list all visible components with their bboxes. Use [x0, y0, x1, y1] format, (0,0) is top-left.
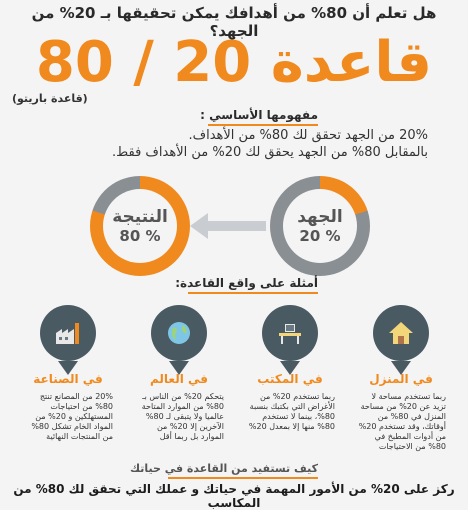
- pin-tip: [58, 361, 78, 375]
- result-label: النتيجة: [112, 207, 168, 227]
- house-icon: [389, 322, 413, 344]
- rule-title: قاعدة 20 / 80: [35, 30, 433, 95]
- example-industry-label: في الصناعة: [33, 372, 103, 386]
- pin: [262, 305, 318, 361]
- effort-ring-center: الجهد 20 %: [283, 189, 357, 263]
- example-world-label: في العالم: [150, 372, 208, 386]
- pin-tip: [280, 361, 300, 375]
- examples-heading: أمثلة على واقع القاعدة:: [175, 276, 318, 290]
- desk-icon: [279, 324, 301, 344]
- example-industry-text: 20% من المصانع تنتج 80% من احتياجات المس…: [31, 392, 113, 441]
- effort-label: الجهد: [297, 207, 343, 227]
- pin: [40, 305, 96, 361]
- concept-heading: مفهومها الأساسي :: [200, 108, 318, 122]
- top-question: هل تعلم أن 80% من أهدافك يمكن تحقيقها بـ…: [31, 4, 437, 40]
- example-world: [151, 305, 207, 375]
- pin: [151, 305, 207, 361]
- example-world-text: يتحكم 20% من الناس بـ 80% من الموارد الم…: [141, 392, 224, 441]
- factory-icon: [56, 323, 79, 344]
- globe-icon: [168, 322, 190, 344]
- example-office-label: في المكتب: [257, 372, 323, 386]
- pareto-subtitle: (قاعدة باريتو): [12, 92, 88, 105]
- how-heading: كيف تستفيد من القاعدة في حياتك: [130, 462, 318, 475]
- concept-line-2: بالمقابل 80% من الجهد يحقق لك 20% من الأ…: [112, 145, 428, 160]
- effort-percent: 20 %: [299, 227, 341, 245]
- concept-line-1: 20% من الجهد تحقق لك 80% من الأهداف.: [188, 128, 428, 143]
- how-underline: [168, 477, 318, 479]
- example-office: [262, 305, 318, 375]
- example-home-text: ربما تستخدم مساحة لا تزيد عن 20% من مساح…: [358, 392, 446, 451]
- pin-tip: [391, 361, 411, 375]
- pin-tip: [169, 361, 189, 375]
- example-industry: [40, 305, 96, 375]
- result-ring: النتيجة 80 %: [90, 176, 190, 276]
- arrow-left-icon: [190, 213, 266, 239]
- pin: [373, 305, 429, 361]
- example-home-label: في المنزل: [369, 372, 433, 386]
- result-percent: 80 %: [119, 227, 161, 245]
- examples-underline: [188, 292, 318, 294]
- concept-underline: [208, 124, 318, 126]
- result-ring-center: النتيجة 80 %: [103, 189, 177, 263]
- effort-ring: الجهد 20 %: [270, 176, 370, 276]
- example-office-text: ربما تستخدم 20% من الأغراض التي بكتبك بن…: [248, 392, 335, 431]
- advice-line: ركز على 20% من الأمور المهمة في حياتك و …: [13, 482, 455, 510]
- example-home: [373, 305, 429, 375]
